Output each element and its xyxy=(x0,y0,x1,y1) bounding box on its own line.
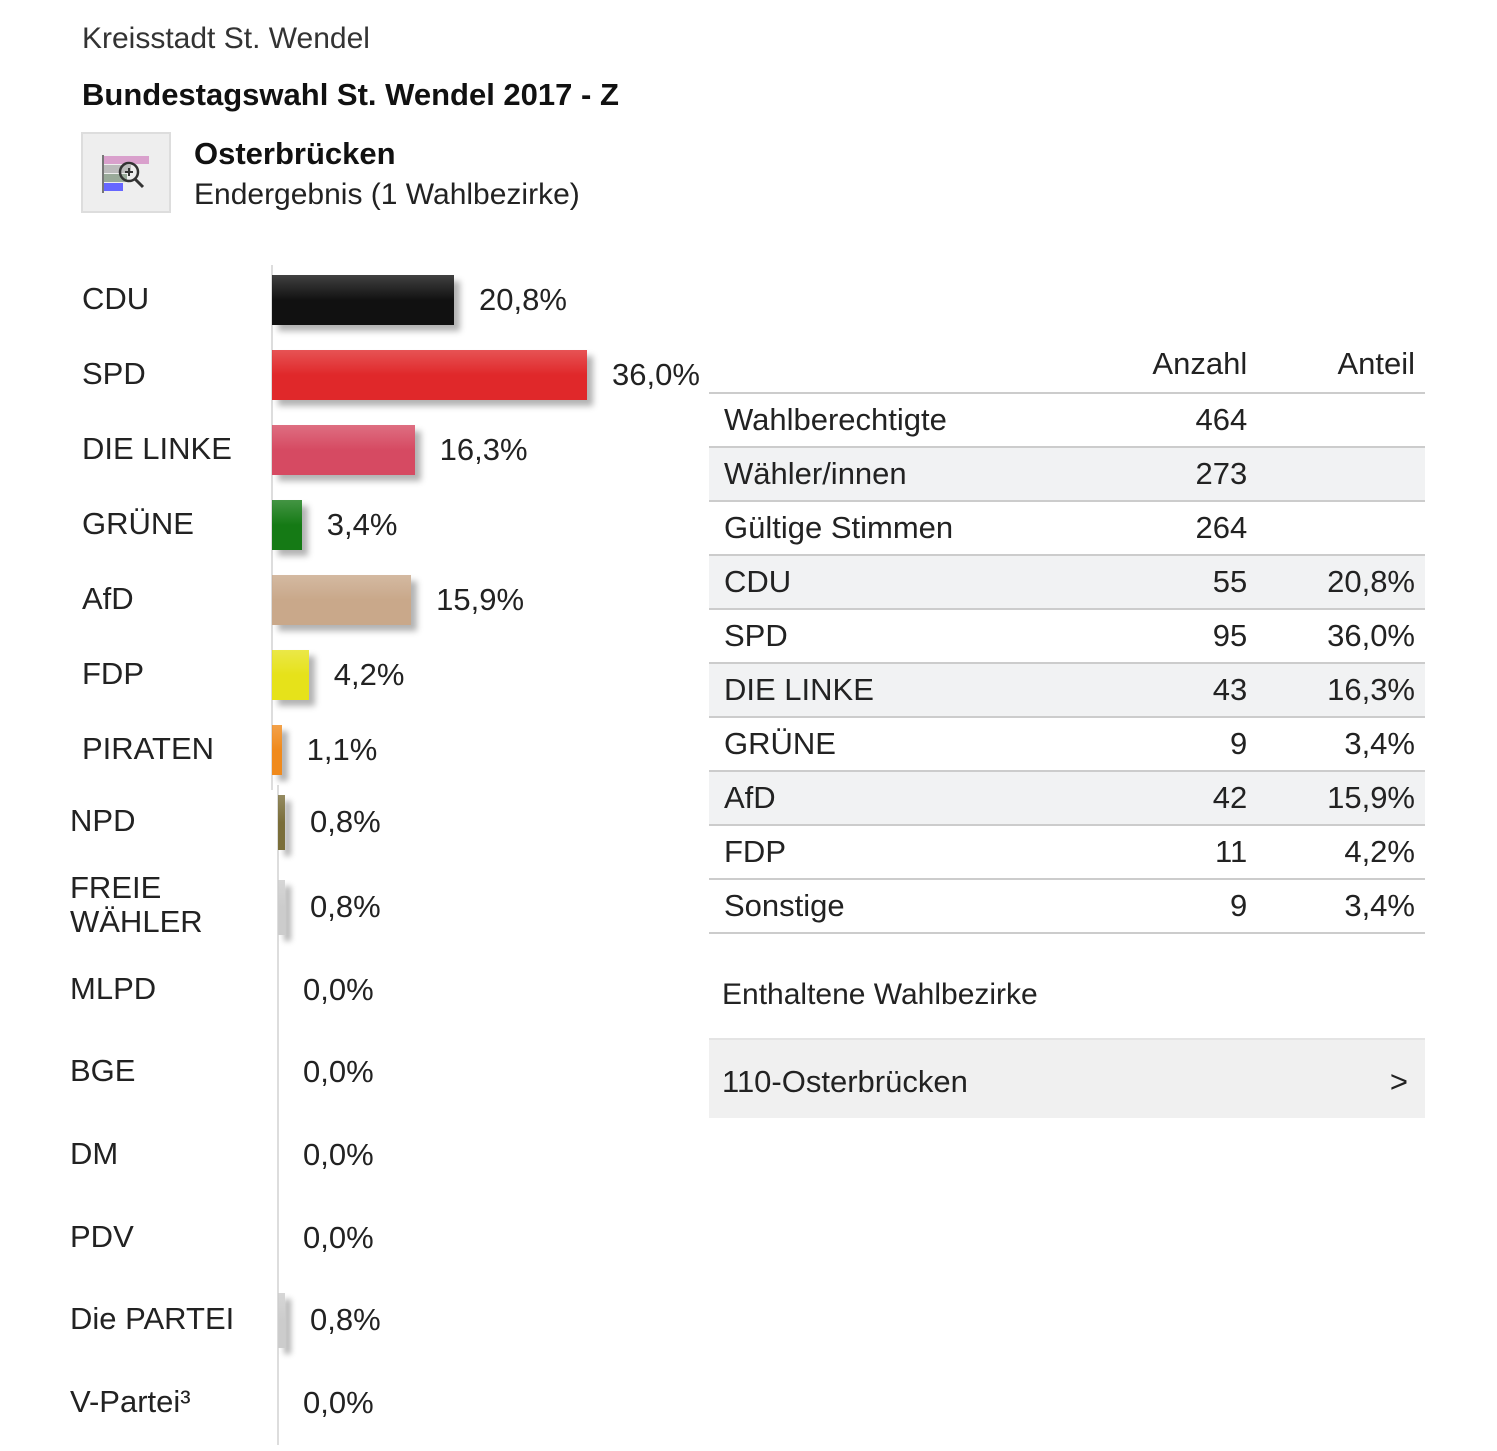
row-label: CDU xyxy=(709,555,1087,610)
bar-value-label: 4,2% xyxy=(333,657,405,692)
table-row: DIE LINKE 43 16,3% xyxy=(709,663,1425,718)
bar xyxy=(272,350,587,400)
district-link[interactable]: 110-Osterbrücken > xyxy=(709,1038,1425,1118)
page-title: Bundestagswahl St. Wendel 2017 - Z xyxy=(82,77,619,112)
row-count: 11 xyxy=(1086,825,1258,880)
row-label: Wahlberechtigte xyxy=(709,393,1087,448)
bar-value-label: 0,8% xyxy=(310,889,381,924)
bar-value-label: 1,1% xyxy=(306,732,378,767)
bar-value-label: 0,0% xyxy=(303,1054,374,1089)
results-table: Anzahl Anteil Wahlberechtigte 464 Wähler/i… xyxy=(709,340,1425,934)
party-label: AfD xyxy=(82,581,134,616)
bar xyxy=(278,794,285,850)
row-label: AfD xyxy=(709,771,1087,826)
row-count: 95 xyxy=(1086,609,1258,664)
table-row: AfD 42 15,9% xyxy=(709,771,1425,826)
row-count: 43 xyxy=(1086,663,1258,718)
row-label: DIE LINKE xyxy=(709,663,1087,718)
row-share: 3,4% xyxy=(1257,879,1425,934)
row-label: Sonstige xyxy=(709,879,1087,934)
area-name: Osterbrücken xyxy=(194,136,396,171)
row-share: 3,4% xyxy=(1257,717,1425,772)
table-row: FDP 11 4,2% xyxy=(709,825,1425,880)
bar-value-label: 16,3% xyxy=(439,432,528,467)
header-anteil: Anteil xyxy=(1257,340,1425,394)
row-label: Wähler/innen xyxy=(709,447,1087,502)
table-row: GRÜNE 9 3,4% xyxy=(709,717,1425,772)
row-label: FDP xyxy=(709,825,1087,880)
header-anzahl: Anzahl xyxy=(1086,340,1258,394)
row-share xyxy=(1257,393,1425,448)
chart-axis-lower xyxy=(277,785,279,1445)
table-row: Wähler/innen 273 xyxy=(709,447,1425,502)
row-count: 55 xyxy=(1086,555,1258,610)
bar xyxy=(272,650,309,700)
row-share: 20,8% xyxy=(1257,555,1425,610)
row-share: 36,0% xyxy=(1257,609,1425,664)
row-label: SPD xyxy=(709,609,1087,664)
districts-heading: Enthaltene Wahlbezirke xyxy=(722,978,1038,1011)
bar xyxy=(272,275,454,325)
party-label: BGE xyxy=(70,1053,136,1088)
bar-value-label: 0,0% xyxy=(303,972,374,1007)
bar-value-label: 0,8% xyxy=(310,804,381,839)
row-count: 464 xyxy=(1086,393,1258,448)
party-label: PDV xyxy=(70,1219,134,1254)
bar-value-label: 0,0% xyxy=(303,1385,374,1420)
row-label: GRÜNE xyxy=(709,717,1087,772)
result-status: Endergebnis (1 Wahlbezirke) xyxy=(194,178,580,211)
party-label: Die PARTEI xyxy=(70,1301,235,1336)
party-label: NPD xyxy=(70,803,136,838)
district-label: 110-Osterbrücken xyxy=(722,1064,968,1099)
party-label: FDP xyxy=(82,656,144,691)
row-count: 273 xyxy=(1086,447,1258,502)
bar xyxy=(272,500,302,550)
bar-value-label: 0,0% xyxy=(303,1137,374,1172)
party-label: CDU xyxy=(82,281,150,316)
bar-value-label: 0,8% xyxy=(310,1302,381,1337)
bar xyxy=(272,575,412,625)
row-count: 42 xyxy=(1086,771,1258,826)
table-row: Wahlberechtigte 464 xyxy=(709,393,1425,448)
bar-value-label: 20,8% xyxy=(479,282,567,317)
party-label: SPD xyxy=(82,356,146,391)
bar-value-label: 36,0% xyxy=(612,357,700,392)
row-share: 16,3% xyxy=(1257,663,1425,718)
bar-value-label: 0,0% xyxy=(303,1220,374,1255)
table-header-row: Anzahl Anteil xyxy=(709,340,1425,394)
bar-value-label: 3,4% xyxy=(326,507,398,542)
row-count: 264 xyxy=(1086,501,1258,556)
bar xyxy=(278,1292,285,1348)
row-share: 4,2% xyxy=(1257,825,1425,880)
chevron-right-icon: > xyxy=(1389,1064,1408,1099)
row-share xyxy=(1257,447,1425,502)
bar xyxy=(278,879,285,935)
bar xyxy=(272,725,282,775)
table-row: Gültige Stimmen 264 xyxy=(709,501,1425,556)
table-row: Sonstige 9 3,4% xyxy=(709,879,1425,934)
bar xyxy=(272,425,415,475)
party-label: DIE LINKE xyxy=(82,431,232,466)
party-label: V-Partei³ xyxy=(70,1384,191,1419)
row-label: Gültige Stimmen xyxy=(709,501,1087,556)
organization-name: Kreisstadt St. Wendel xyxy=(82,22,370,55)
party-label: MLPD xyxy=(70,971,157,1006)
table-row: CDU 55 20,8% xyxy=(709,555,1425,610)
row-count: 9 xyxy=(1086,717,1258,772)
row-share: 15,9% xyxy=(1257,771,1425,826)
party-label: DM xyxy=(70,1136,119,1171)
party-label: FREIE WÄHLER xyxy=(70,870,203,939)
row-share xyxy=(1257,501,1425,556)
chart-zoom-icon[interactable] xyxy=(81,132,171,213)
header-party xyxy=(709,340,1087,394)
party-label: PIRATEN xyxy=(82,731,215,766)
party-label: GRÜNE xyxy=(82,506,194,541)
row-count: 9 xyxy=(1086,879,1258,934)
table-row: SPD 95 36,0% xyxy=(709,609,1425,664)
bar-value-label: 15,9% xyxy=(436,582,525,617)
